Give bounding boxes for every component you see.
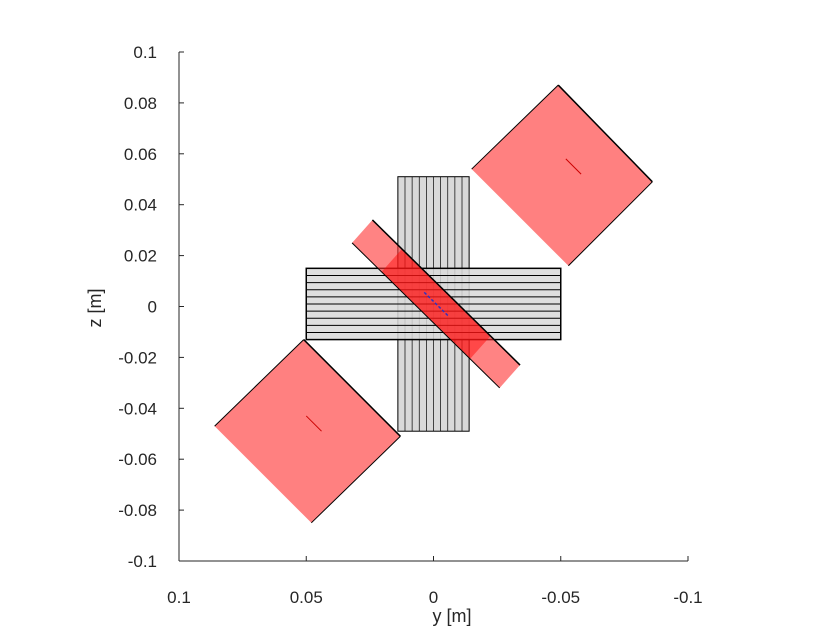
x-tick-label: 0.05 bbox=[290, 588, 323, 607]
diagonal-plate-edge bbox=[371, 219, 521, 366]
diagonal-plate-edge bbox=[351, 242, 501, 389]
y-tick-label: 0.06 bbox=[124, 145, 157, 164]
x-ticks: 0.1 0.05 0 -0.05 -0.1 bbox=[167, 556, 703, 607]
y-tick-label: 0.02 bbox=[124, 247, 157, 266]
x-tick-label: 0 bbox=[429, 588, 438, 607]
y-ticks: 0.1 0.08 0.06 0.04 0.02 0 -0.02 -0.04 -0.06 -0.08… bbox=[118, 43, 184, 571]
square-top-right-edge bbox=[568, 181, 653, 267]
square-bottom-left-marker bbox=[305, 415, 322, 432]
y-tick-label: 0.04 bbox=[124, 196, 157, 215]
square-top-right-edge bbox=[471, 84, 559, 170]
y-tick-label: -0.06 bbox=[118, 450, 157, 469]
square-bottom-left-edge bbox=[310, 435, 401, 524]
square-bottom-left-edge bbox=[214, 339, 305, 427]
x-tick-label: -0.05 bbox=[541, 588, 580, 607]
square-top-right-edge bbox=[557, 84, 653, 183]
y-tick-label: -0.04 bbox=[118, 399, 157, 418]
square-top-right-marker bbox=[565, 158, 582, 175]
y-tick-label: -0.02 bbox=[118, 348, 157, 367]
y-tick-label: 0 bbox=[148, 298, 157, 317]
y-axis-label: z [m] bbox=[85, 289, 105, 328]
square-top-right bbox=[471, 85, 653, 266]
y-tick-label: -0.08 bbox=[118, 501, 157, 520]
x-tick-label: -0.1 bbox=[673, 588, 702, 607]
chart-shapes bbox=[214, 84, 653, 524]
square-bottom-left bbox=[214, 339, 401, 523]
y-tick-label: 0.1 bbox=[133, 43, 157, 62]
diagonal-plate-center-marker bbox=[423, 291, 449, 317]
x-axis-label: y [m] bbox=[433, 606, 472, 626]
y-tick-label: -0.1 bbox=[128, 552, 157, 571]
y-tick-label: 0.08 bbox=[124, 94, 157, 113]
x-tick-label: 0.1 bbox=[167, 588, 191, 607]
chart-axes: 0.1 0.05 0 -0.05 -0.1 0.1 0.08 0.06 0.04 0.02 0 -0… bbox=[118, 43, 702, 607]
square-bottom-left-edge bbox=[303, 339, 401, 437]
